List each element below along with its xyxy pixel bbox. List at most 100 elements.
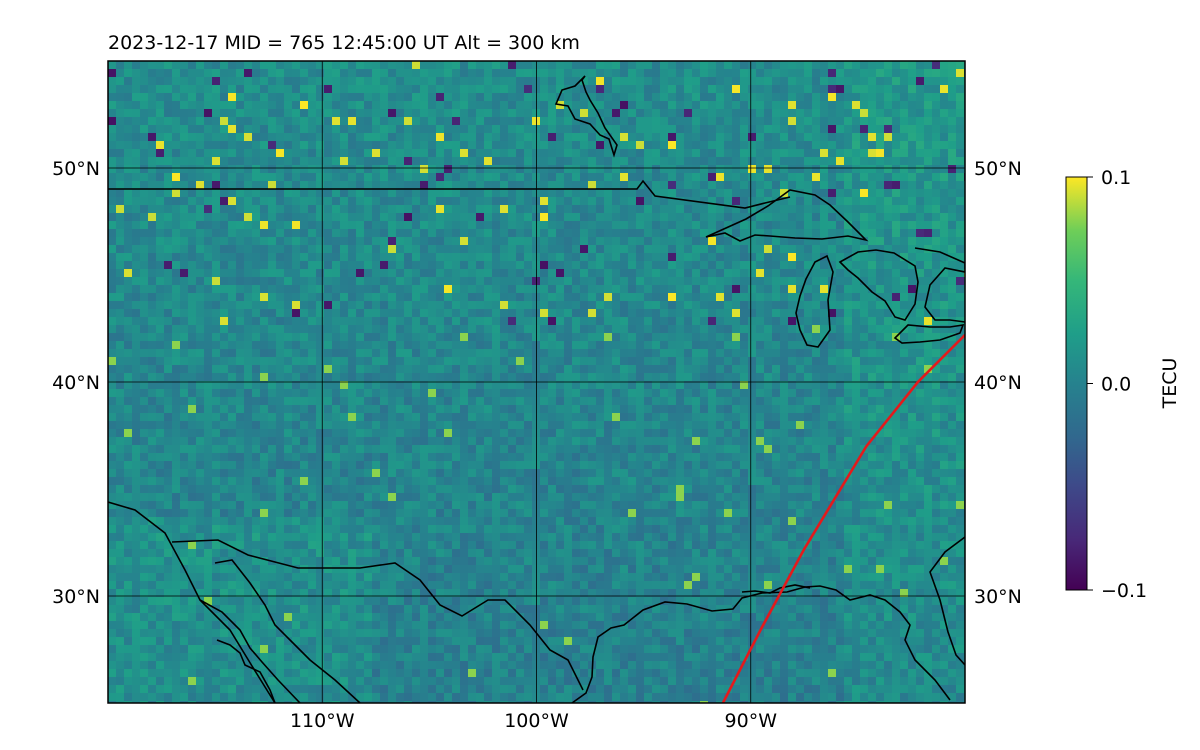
heatmap-cell [412,77,420,85]
heatmap-cell [500,213,508,221]
heatmap-cell [812,269,820,277]
heatmap-cell [164,413,172,421]
heatmap-cell [436,205,444,213]
heatmap-cell [412,173,420,181]
heatmap-cell [228,261,236,269]
heatmap-cell [260,237,268,245]
heatmap-cell [764,109,772,117]
heatmap-cell [540,173,548,181]
heatmap-cell [388,77,396,85]
heatmap-cell [876,389,884,397]
heatmap-cell [324,301,332,309]
heatmap-cell [780,189,788,197]
heatmap-cell [756,333,764,341]
heatmap-cell [908,397,916,405]
heatmap-cell [180,109,188,117]
heatmap-cell [596,285,604,293]
heatmap-cell [508,333,516,341]
heatmap-cell [876,397,884,405]
heatmap-cell [748,157,756,165]
heatmap-cell [420,413,428,421]
heatmap-cell [700,341,708,349]
heatmap-cell [660,237,668,245]
heatmap-cell [612,293,620,301]
heatmap-cell [148,333,156,341]
heatmap-cell [748,237,756,245]
heatmap-cell [396,381,404,389]
heatmap-cell [588,189,596,197]
heatmap-cell [948,93,956,101]
heatmap-cell [484,253,492,261]
heatmap-cell [844,293,852,301]
heatmap-cell [372,349,380,357]
heatmap-cell [676,333,684,341]
heatmap-cell [372,109,380,117]
heatmap-cell [812,125,820,133]
heatmap-cell [140,293,148,301]
heatmap-cell [564,381,572,389]
heatmap-cell [140,253,148,261]
heatmap-cell [164,405,172,413]
heatmap-cell [916,173,924,181]
heatmap-cell [700,269,708,277]
heatmap-cell [404,309,412,317]
heatmap-cell [124,205,132,213]
heatmap-cell [892,85,900,93]
heatmap-cell [788,285,796,293]
heatmap-cell [884,309,892,317]
heatmap-cell [780,173,788,181]
heatmap-cell [436,333,444,341]
heatmap-cell [196,61,204,69]
heatmap-cell [788,397,796,405]
heatmap-cell [372,317,380,325]
heatmap-cell [732,61,740,69]
heatmap-cell [924,205,932,213]
heatmap-cell [908,85,916,93]
heatmap-cell [452,181,460,189]
heatmap-cell [524,133,532,141]
heatmap-cell [612,357,620,365]
heatmap-cell [820,101,828,109]
heatmap-cell [148,389,156,397]
heatmap-cell [572,405,580,413]
heatmap-cell [668,221,676,229]
heatmap-cell [556,277,564,285]
heatmap-cell [332,325,340,333]
heatmap-cell [444,285,452,293]
heatmap-cell [876,205,884,213]
heatmap-cell [172,189,180,197]
heatmap-cell [748,141,756,149]
heatmap-cell [284,117,292,125]
heatmap-cell [652,389,660,397]
heatmap-cell [308,213,316,221]
heatmap-cell [196,357,204,365]
heatmap-cell [812,357,820,365]
heatmap-cell [524,101,532,109]
heatmap-cell [596,205,604,213]
heatmap-cell [956,277,964,285]
heatmap-cell [940,333,948,341]
heatmap-cell [612,101,620,109]
heatmap-cell [140,429,148,437]
heatmap-cell [300,309,308,317]
heatmap-cell [244,405,252,413]
heatmap-cell [548,205,556,213]
heatmap-cell [940,125,948,133]
heatmap-cell [404,157,412,165]
heatmap-cell [484,181,492,189]
heatmap-cell [404,317,412,325]
heatmap-cell [476,413,484,421]
heatmap-cell [532,221,540,229]
heatmap-cell [204,205,212,213]
heatmap-cell [156,93,164,101]
heatmap-cell [844,157,852,165]
heatmap-cell [716,125,724,133]
heatmap-cell [172,77,180,85]
heatmap-cell [636,405,644,413]
heatmap-cell [340,285,348,293]
heatmap-cell [412,405,420,413]
heatmap-cell [780,237,788,245]
heatmap-cell [556,117,564,125]
heatmap-cell [356,149,364,157]
heatmap-cell [420,213,428,221]
